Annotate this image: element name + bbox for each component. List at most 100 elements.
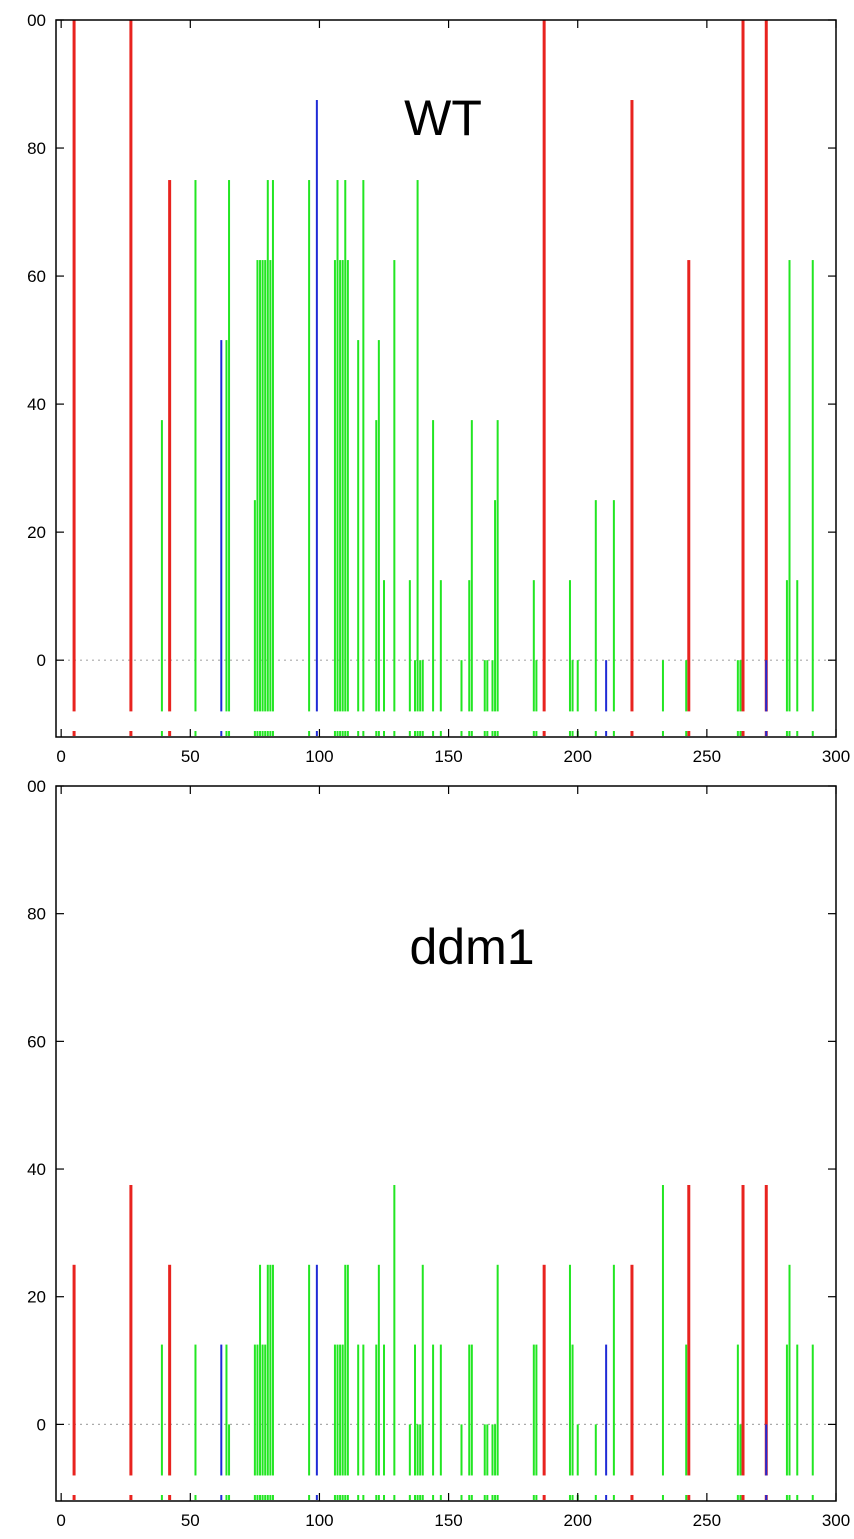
green-position-marker bbox=[362, 731, 365, 736]
green-position-marker bbox=[264, 1495, 267, 1500]
red-bar bbox=[764, 1184, 768, 1476]
green-bar bbox=[739, 1424, 742, 1476]
green-position-marker bbox=[336, 1495, 339, 1500]
red-bar bbox=[630, 100, 634, 712]
green-position-marker bbox=[414, 1495, 417, 1500]
green-position-marker bbox=[341, 731, 344, 736]
green-bar bbox=[383, 580, 386, 712]
green-position-marker bbox=[383, 731, 386, 736]
green-bar bbox=[414, 660, 417, 712]
green-bar bbox=[576, 660, 579, 712]
y-tick-label: 60 bbox=[27, 1032, 46, 1051]
green-bar bbox=[811, 260, 814, 712]
green-bar bbox=[788, 260, 791, 712]
green-bar bbox=[796, 580, 799, 712]
green-bar bbox=[421, 1264, 424, 1476]
green-position-marker bbox=[594, 731, 597, 736]
green-position-marker bbox=[460, 1495, 463, 1500]
y-tick-label: 60 bbox=[27, 267, 46, 286]
chart-title: WT bbox=[404, 90, 482, 146]
green-position-marker bbox=[383, 1495, 386, 1500]
green-bar bbox=[393, 1184, 396, 1476]
green-bar bbox=[568, 580, 571, 712]
green-position-marker bbox=[194, 731, 197, 736]
green-bar bbox=[535, 1344, 538, 1476]
y-tick-label: 00 bbox=[27, 11, 46, 30]
green-position-marker bbox=[483, 1495, 486, 1500]
green-bar bbox=[256, 1344, 259, 1476]
green-bar bbox=[256, 260, 259, 712]
x-tick-label: 150 bbox=[434, 747, 462, 766]
green-position-marker bbox=[344, 1495, 347, 1500]
blue-position-marker bbox=[220, 1495, 223, 1500]
y-tick-label: 0 bbox=[37, 1415, 46, 1434]
green-position-marker bbox=[532, 1495, 535, 1500]
green-bar bbox=[228, 180, 231, 712]
red-bar bbox=[542, 1264, 546, 1476]
green-bar bbox=[419, 1424, 422, 1476]
green-bar bbox=[333, 260, 336, 712]
green-position-marker bbox=[393, 1495, 396, 1500]
green-bar bbox=[271, 1264, 274, 1476]
y-tick-label: 20 bbox=[27, 1288, 46, 1307]
x-tick-label: 300 bbox=[822, 747, 850, 766]
green-bar bbox=[685, 1344, 688, 1476]
green-position-marker bbox=[470, 731, 473, 736]
blue-position-marker bbox=[605, 1495, 608, 1500]
green-position-marker bbox=[496, 731, 499, 736]
green-bar bbox=[225, 1344, 228, 1476]
blue-bar bbox=[315, 1264, 318, 1476]
plot-area bbox=[56, 786, 836, 1501]
green-bar bbox=[416, 1424, 419, 1476]
green-bar bbox=[362, 1344, 365, 1476]
green-position-marker bbox=[491, 731, 494, 736]
green-bar bbox=[491, 660, 494, 712]
red-bar bbox=[168, 1264, 172, 1476]
green-bar bbox=[308, 1264, 311, 1476]
green-position-marker bbox=[261, 731, 264, 736]
green-bar bbox=[339, 1344, 342, 1476]
green-bar bbox=[470, 1344, 473, 1476]
red-bar bbox=[129, 1184, 133, 1476]
green-bar bbox=[344, 180, 347, 712]
green-position-marker bbox=[486, 731, 489, 736]
green-bar bbox=[491, 1424, 494, 1476]
green-position-marker bbox=[269, 731, 272, 736]
green-position-marker bbox=[341, 1495, 344, 1500]
green-position-marker bbox=[228, 1495, 231, 1500]
green-bar bbox=[160, 1344, 163, 1476]
green-bar bbox=[266, 180, 269, 712]
green-bar bbox=[494, 1424, 497, 1476]
green-bar bbox=[261, 1344, 264, 1476]
y-tick-label: 80 bbox=[27, 139, 46, 158]
red-bar bbox=[764, 20, 768, 712]
green-bar bbox=[269, 260, 272, 712]
green-bar bbox=[416, 180, 419, 712]
green-position-marker bbox=[253, 731, 256, 736]
green-position-marker bbox=[357, 731, 360, 736]
green-position-marker bbox=[375, 731, 378, 736]
green-bar bbox=[470, 420, 473, 712]
green-position-marker bbox=[788, 731, 791, 736]
green-position-marker bbox=[375, 1495, 378, 1500]
green-bar bbox=[225, 340, 228, 712]
green-position-marker bbox=[439, 731, 442, 736]
green-position-marker bbox=[228, 731, 231, 736]
red-position-marker bbox=[542, 731, 546, 736]
green-position-marker bbox=[661, 1495, 664, 1500]
green-bar bbox=[486, 1424, 489, 1476]
green-bar bbox=[253, 1344, 256, 1476]
green-bar bbox=[375, 420, 378, 712]
green-bar bbox=[264, 260, 267, 712]
x-tick-label: 250 bbox=[693, 747, 721, 766]
green-bar bbox=[377, 1264, 380, 1476]
green-bar bbox=[460, 660, 463, 712]
y-tick-label: 0 bbox=[37, 651, 46, 670]
green-position-marker bbox=[796, 731, 799, 736]
green-bar bbox=[571, 1344, 574, 1476]
green-bar bbox=[341, 260, 344, 712]
y-tick-label: 20 bbox=[27, 523, 46, 542]
x-tick-label: 200 bbox=[564, 1511, 592, 1530]
green-bar bbox=[346, 1264, 349, 1476]
red-position-marker bbox=[129, 1495, 133, 1500]
